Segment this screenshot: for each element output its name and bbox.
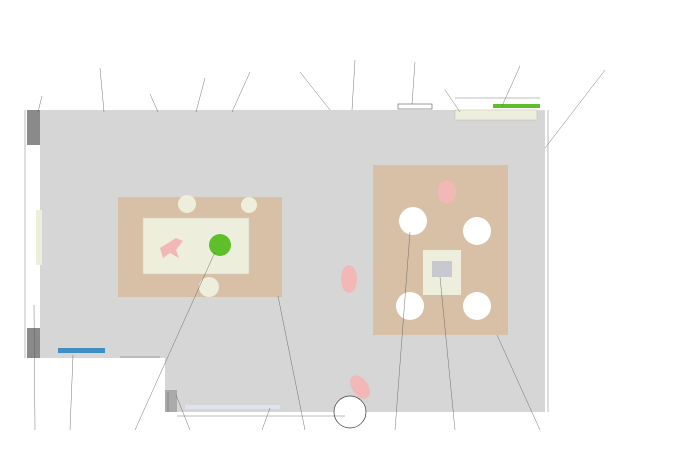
- pouf-3: [396, 292, 424, 320]
- stool-1: [178, 195, 196, 213]
- narrow-bench: [454, 109, 538, 121]
- wall-corner: [165, 390, 177, 412]
- skin-logo-panel: [397, 103, 433, 110]
- mirror: [58, 348, 105, 353]
- ladder: [36, 210, 42, 265]
- skin-magazine: [432, 261, 452, 277]
- loungewear-graphic-strip: [185, 405, 280, 409]
- entrance-area: [40, 358, 165, 412]
- mannequin-1: [341, 265, 357, 293]
- wall-bottom-left: [27, 328, 40, 358]
- stool-3: [199, 277, 219, 297]
- pouf-2: [463, 217, 491, 245]
- pink-pouf-top: [438, 180, 456, 204]
- pouf-1: [399, 207, 427, 235]
- centerpiece-plant: [209, 234, 231, 256]
- wall-top-left: [27, 110, 40, 145]
- centerpiece-table: [142, 217, 250, 275]
- stool-2: [241, 197, 257, 213]
- air-plants-wall: [493, 104, 540, 108]
- leader-lines: [33, 59, 606, 431]
- round-table-67: [333, 395, 367, 429]
- mannequin-2: [350, 375, 370, 399]
- pink-sculpture: [160, 238, 183, 258]
- pouf-4: [463, 292, 491, 320]
